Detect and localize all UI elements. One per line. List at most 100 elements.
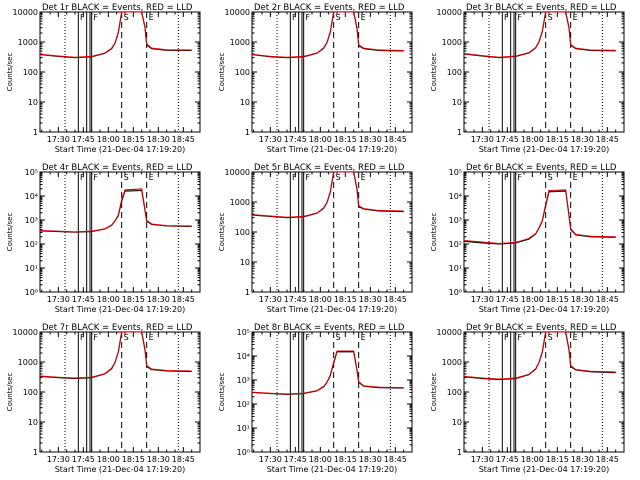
plot-frame — [39, 11, 201, 133]
panel-det-7: 1 10 100 1000 10000 17:30 17:45 18:00 18:15 18:30… — [6, 323, 201, 474]
marker-letter: F — [292, 173, 297, 182]
plot-frame — [251, 171, 413, 293]
y-tick-label: 10 — [28, 98, 38, 107]
y-tick-label: 100 — [447, 68, 462, 77]
y-tick-label: 100 — [23, 388, 38, 397]
marker-letter: F — [80, 13, 85, 22]
marker-letter: F — [517, 173, 522, 182]
x-tick-label: 17:45 — [284, 455, 307, 464]
y-axis-label: Counts/sec — [6, 373, 14, 412]
y-tick-label: 10² — [237, 400, 250, 409]
marker-letter: S — [124, 173, 129, 182]
panel-title: Det 6r BLACK = Events, RED = LLD — [466, 163, 617, 173]
series-line-lld — [252, 12, 404, 58]
y-axis-label: Counts/sec — [6, 53, 14, 92]
x-tick-label: 18:00 — [309, 295, 332, 304]
x-tick-label: 17:30 — [47, 135, 70, 144]
x-tick-label: 18:45 — [384, 455, 407, 464]
y-tick-label: 10³ — [25, 216, 38, 225]
y-tick-label: 10⁴ — [25, 192, 38, 201]
y-tick-label: 10000 — [437, 8, 462, 17]
y-axis-label: Counts/sec — [218, 213, 226, 252]
x-tick-label: 17:30 — [471, 135, 494, 144]
x-tick-label: 18:45 — [384, 135, 407, 144]
y-tick-label: 1000 — [18, 38, 38, 47]
x-axis-label: Start Time (21-Dec-04 17:19:20) — [55, 305, 186, 314]
marker-letter: F — [504, 173, 509, 182]
x-axis-label: Start Time (21-Dec-04 17:19:20) — [267, 145, 398, 154]
marker-letter: E — [361, 333, 366, 342]
x-tick-label: 18:15 — [546, 135, 569, 144]
y-tick-label: 10⁴ — [237, 352, 250, 361]
y-tick-label: 10000 — [13, 8, 38, 17]
series-line-events — [40, 332, 192, 380]
x-tick-label: 18:15 — [334, 295, 357, 304]
marker-letter: F — [517, 13, 522, 22]
x-tick-label: 17:45 — [72, 295, 95, 304]
y-tick-label: 10¹ — [449, 264, 462, 273]
series-line-lld — [40, 332, 192, 379]
marker-letter: E — [149, 13, 154, 22]
x-tick-label: 18:30 — [571, 295, 594, 304]
marker-letter: S — [548, 173, 553, 182]
y-tick-label: 100 — [23, 68, 38, 77]
x-tick-label: 17:30 — [47, 295, 70, 304]
series-line-lld — [252, 172, 404, 218]
y-tick-label: 1000 — [230, 38, 250, 47]
marker-letter: F — [80, 173, 85, 182]
x-tick-label: 18:00 — [97, 295, 120, 304]
x-tick-label: 18:00 — [521, 135, 544, 144]
x-tick-label: 17:30 — [259, 455, 282, 464]
y-tick-label: 10000 — [437, 328, 462, 337]
y-tick-label: 100 — [235, 68, 250, 77]
x-tick-label: 18:15 — [334, 455, 357, 464]
x-tick-label: 18:15 — [122, 455, 145, 464]
plot-frame — [463, 11, 625, 133]
series-line-lld — [40, 188, 192, 233]
x-tick-label: 18:00 — [97, 455, 120, 464]
y-axis-label: Counts/sec — [218, 53, 226, 92]
y-tick-label: 1 — [33, 128, 38, 137]
x-tick-label: 17:45 — [72, 135, 95, 144]
y-tick-label: 10⁵ — [449, 168, 462, 177]
plot-frame — [463, 331, 625, 453]
marker-letter: E — [361, 13, 366, 22]
marker-letter: E — [573, 13, 578, 22]
panel-det-1: 1 10 100 1000 10000 17:30 17:45 18:00 18:15 18:30… — [6, 3, 201, 154]
series-line-events — [464, 332, 616, 381]
x-axis-label: Start Time (21-Dec-04 17:19:20) — [55, 465, 186, 474]
series-line-lld — [464, 189, 616, 245]
marker-letter: F — [504, 13, 509, 22]
series-line-events — [252, 12, 404, 59]
marker-letter: F — [305, 13, 310, 22]
panel-title: Det 9r BLACK = Events, RED = LLD — [466, 323, 617, 333]
x-axis-label: Start Time (21-Dec-04 17:19:20) — [267, 305, 398, 314]
x-tick-label: 18:15 — [546, 295, 569, 304]
x-tick-label: 17:45 — [284, 295, 307, 304]
x-tick-label: 18:00 — [309, 455, 332, 464]
x-tick-label: 18:45 — [596, 135, 619, 144]
series-line-lld — [464, 332, 616, 380]
x-tick-label: 17:45 — [72, 455, 95, 464]
series-line-lld — [252, 350, 404, 395]
y-tick-label: 1 — [245, 288, 250, 297]
y-tick-label: 1000 — [230, 198, 250, 207]
marker-letter: F — [292, 333, 297, 342]
x-tick-label: 17:45 — [496, 455, 519, 464]
y-tick-label: 10⁵ — [25, 168, 38, 177]
panel-det-2: 1 10 100 1000 10000 17:30 17:45 18:00 18:15 18:30… — [218, 3, 413, 154]
marker-letter: E — [149, 333, 154, 342]
plot-frame — [39, 331, 201, 453]
y-tick-label: 10 — [240, 98, 250, 107]
y-tick-label: 10³ — [449, 216, 462, 225]
y-tick-label: 10000 — [225, 168, 250, 177]
y-tick-label: 10000 — [13, 328, 38, 337]
panel-det-5: 1 10 100 1000 10000 17:30 17:45 18:00 18:15 18:30… — [218, 163, 413, 314]
x-tick-label: 18:30 — [147, 135, 170, 144]
marker-letter: S — [548, 333, 553, 342]
y-axis-label: Counts/sec — [430, 373, 438, 412]
x-tick-label: 17:30 — [471, 295, 494, 304]
marker-letter: S — [124, 333, 129, 342]
